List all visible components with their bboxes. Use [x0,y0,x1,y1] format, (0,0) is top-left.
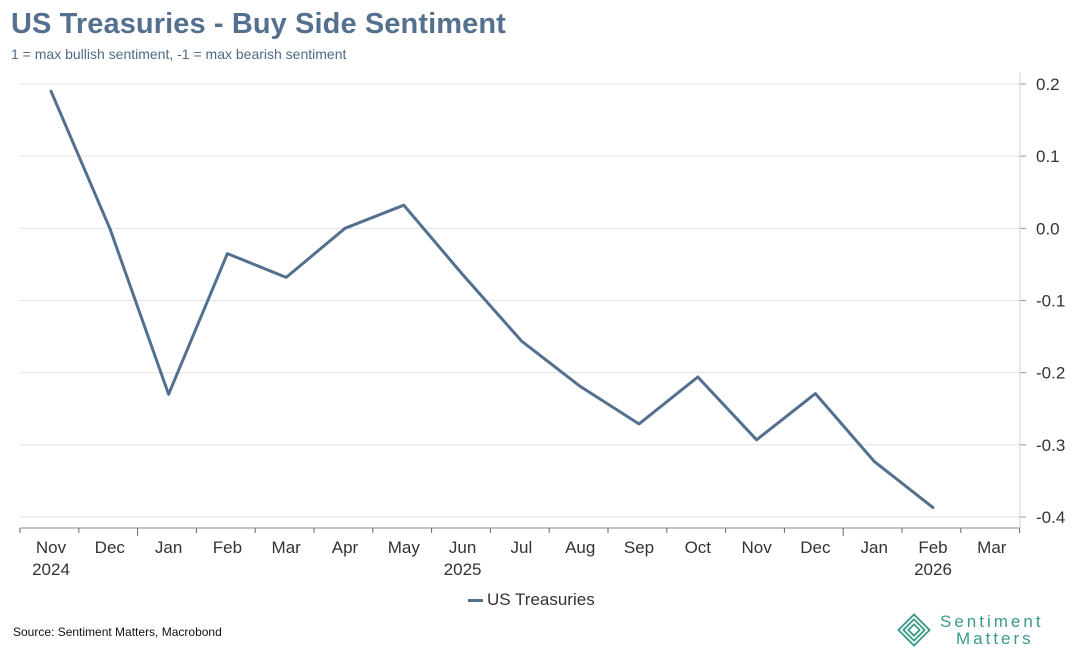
x-year-label: 2026 [914,560,952,579]
x-tick-label: Jul [511,538,533,557]
y-tick-label: 0.2 [1036,75,1060,94]
y-tick-label: -0.1 [1036,292,1065,311]
data-point [814,392,817,395]
x-tick-label: Mar [272,538,302,557]
x-tick-label: Nov [36,538,67,557]
source-note: Source: Sentiment Matters, Macrobond [13,625,222,639]
data-point [696,375,699,378]
data-point [873,460,876,463]
data-point [226,252,229,255]
x-tick-label: Mar [977,538,1007,557]
chart-subtitle: 1 = max bullish sentiment, -1 = max bear… [11,46,347,62]
x-tick-label: Nov [741,538,772,557]
chart-title: US Treasuries - Buy Side Sentiment [11,8,506,40]
data-point [461,273,464,276]
data-point [520,339,523,342]
logo-text-line1: Sentiment [940,612,1044,631]
data-point [638,422,641,425]
x-tick-label: Feb [213,538,242,557]
data-point [402,204,405,207]
logo-text-line2: Matters [956,629,1034,648]
x-tick-label: Dec [800,538,831,557]
data-point [755,438,758,441]
data-point [932,506,935,509]
x-tick-label: May [388,538,421,557]
legend-swatch-us-treasuries [468,598,483,602]
y-tick-label: -0.3 [1036,436,1065,455]
concentric-diamond-icon [897,613,931,647]
chart-legend: US Treasuries [468,590,595,610]
x-tick-label: Dec [95,538,126,557]
legend-label-us-treasuries: US Treasuries [487,590,595,609]
x-tick-label: Jun [449,538,476,557]
y-tick-label: -0.2 [1036,364,1065,383]
sentiment-matters-logo: Sentiment Matters [896,612,1044,648]
x-tick-label: Jan [860,538,887,557]
data-point [285,276,288,279]
data-point [167,393,170,396]
data-point [50,90,53,93]
x-tick-label: Oct [685,538,712,557]
x-tick-label: Aug [565,538,595,557]
x-year-label: 2024 [32,560,70,579]
x-tick-label: Apr [332,538,359,557]
data-point [108,227,111,230]
data-point [579,385,582,388]
y-tick-label: -0.4 [1036,508,1065,527]
x-tick-label: Sep [624,538,654,557]
series-line-us-treasuries [49,89,935,510]
x-tick-label: Jan [155,538,182,557]
x-tick-label: Feb [918,538,947,557]
y-tick-label: 0.0 [1036,219,1060,238]
data-point [344,227,347,230]
x-year-label: 2025 [444,560,482,579]
y-tick-label: 0.1 [1036,147,1060,166]
